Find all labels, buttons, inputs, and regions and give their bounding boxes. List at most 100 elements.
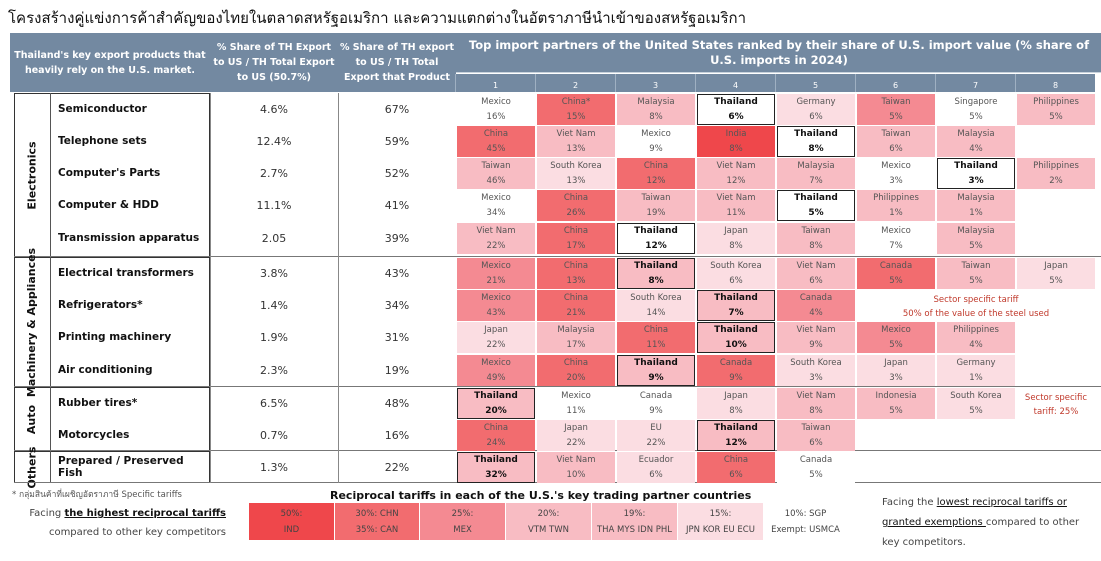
partner-cell: Taiwan 6% bbox=[857, 126, 935, 157]
rank-header-1: 1 bbox=[455, 74, 535, 92]
share-us-value: 0.7% bbox=[260, 428, 288, 442]
partner-name: Thailand bbox=[954, 160, 998, 171]
legend-rate: 20%: bbox=[537, 508, 560, 519]
partner-cell: Canada 5% bbox=[777, 452, 855, 483]
partner-cell: Japan 22% bbox=[537, 420, 615, 451]
partner-share: 6% bbox=[809, 437, 823, 448]
partner-cell: Thailand 10% bbox=[697, 322, 775, 353]
partner-cell: Philippines 4% bbox=[937, 322, 1015, 353]
legend-countries: Exempt: USMCA bbox=[771, 524, 840, 535]
partner-name: Japan bbox=[1044, 260, 1068, 271]
legend-swatch: 50%: IND bbox=[249, 503, 335, 540]
partner-cell: Japan 8% bbox=[697, 223, 775, 254]
legend-countries: 35%: CAN bbox=[355, 524, 399, 535]
partner-share: 7% bbox=[809, 175, 823, 186]
rank-header-7: 7 bbox=[935, 74, 1015, 92]
partner-share: 6% bbox=[809, 111, 823, 122]
share-us-value: 4.6% bbox=[260, 102, 288, 116]
rank-header-6: 6 bbox=[855, 74, 935, 92]
partner-cell: Taiwan 46% bbox=[457, 158, 535, 189]
partner-cell: Mexico 7% bbox=[857, 223, 935, 254]
partner-share: 49% bbox=[486, 372, 506, 383]
partner-share: 6% bbox=[809, 275, 823, 286]
product-label: Telephone sets bbox=[58, 135, 147, 147]
partner-share: 8% bbox=[649, 111, 663, 122]
partner-name: Viet Nam bbox=[796, 324, 836, 335]
group-divider bbox=[50, 451, 51, 483]
partner-cell: Mexico 43% bbox=[457, 290, 535, 321]
partner-share: 13% bbox=[566, 175, 586, 186]
partner-cell: Taiwan 8% bbox=[777, 223, 855, 254]
partner-name: Viet Nam bbox=[476, 225, 516, 236]
partner-name: Malaysia bbox=[637, 96, 675, 107]
product-label: Electrical transformers bbox=[58, 267, 194, 279]
partner-share: 43% bbox=[486, 307, 506, 318]
group-divider bbox=[50, 257, 51, 387]
partner-share: 24% bbox=[486, 437, 506, 448]
share-product-value: 16% bbox=[384, 428, 410, 442]
partner-share: 4% bbox=[809, 307, 823, 318]
column-rule bbox=[338, 93, 339, 483]
partner-cell: Canada 5% bbox=[857, 258, 935, 289]
partner-name: Philippines bbox=[1033, 96, 1079, 107]
partner-cell: China 13% bbox=[537, 258, 615, 289]
partner-share: 6% bbox=[728, 111, 744, 122]
partner-share: 12% bbox=[645, 240, 667, 251]
partner-name: China bbox=[643, 324, 669, 335]
partner-cell: Mexico 34% bbox=[457, 190, 535, 221]
partner-name: Canada bbox=[639, 390, 673, 401]
partner-name: Canada bbox=[719, 357, 753, 368]
partner-name: Indonesia bbox=[875, 390, 917, 401]
partner-cell: South Korea 6% bbox=[697, 258, 775, 289]
share-product-value: 41% bbox=[384, 198, 410, 212]
partner-share: 6% bbox=[729, 275, 743, 286]
legend-countries: IND bbox=[283, 524, 300, 535]
partner-share: 5% bbox=[809, 469, 823, 480]
partner-cell: Thailand 7% bbox=[697, 290, 775, 321]
partner-share: 1% bbox=[969, 372, 983, 383]
partner-share: 2% bbox=[1049, 175, 1063, 186]
partner-cell: Malaysia 1% bbox=[937, 190, 1015, 221]
partner-cell: Viet Nam 6% bbox=[777, 258, 855, 289]
group-divider bbox=[50, 387, 51, 451]
share-product-value: 31% bbox=[384, 330, 410, 344]
partner-name: Thailand bbox=[794, 128, 838, 139]
product-label: Semiconductor bbox=[58, 103, 147, 115]
legend-rate: 25%: bbox=[451, 508, 474, 519]
partner-name: Philippines bbox=[873, 192, 919, 203]
partner-cell: Mexico 16% bbox=[457, 94, 535, 125]
partner-cell: India 8% bbox=[697, 126, 775, 157]
partner-cell: China 11% bbox=[617, 322, 695, 353]
partner-name: Taiwan bbox=[641, 192, 671, 203]
partner-share: 5% bbox=[969, 275, 983, 286]
partner-name: Mexico bbox=[641, 128, 671, 139]
partner-name: Viet Nam bbox=[716, 160, 756, 171]
partner-name: China* bbox=[561, 96, 591, 107]
share-us-value: 12.4% bbox=[256, 134, 292, 148]
partner-share: 9% bbox=[649, 143, 663, 154]
partner-name: Taiwan bbox=[881, 128, 911, 139]
partner-share: 11% bbox=[646, 339, 666, 350]
partner-name: Thailand bbox=[794, 192, 838, 203]
partner-cell: South Korea 14% bbox=[617, 290, 695, 321]
partner-cell: Mexico 9% bbox=[617, 126, 695, 157]
partner-share: 34% bbox=[486, 207, 506, 218]
partner-share: 5% bbox=[1049, 111, 1063, 122]
partner-name: South Korea bbox=[950, 390, 1002, 401]
group-label-3: Others bbox=[14, 446, 50, 488]
partner-name: Thailand bbox=[714, 292, 758, 303]
partner-cell: China 6% bbox=[697, 452, 775, 483]
partner-name: Viet Nam bbox=[556, 128, 596, 139]
partner-share: 22% bbox=[646, 437, 666, 448]
partner-share: 10% bbox=[566, 469, 586, 480]
partner-cell: Mexico 49% bbox=[457, 355, 535, 386]
share-us-value: 11.1% bbox=[256, 198, 292, 212]
partner-share: 15% bbox=[566, 111, 586, 122]
partner-share: 9% bbox=[729, 372, 743, 383]
product-label: Motorcycles bbox=[58, 429, 130, 441]
partner-cell: China 17% bbox=[537, 223, 615, 254]
legend-rate: 30%: CHN bbox=[355, 508, 399, 519]
right-note-pre: Facing the bbox=[882, 497, 937, 508]
partner-name: Canada bbox=[799, 454, 833, 465]
partner-share: 9% bbox=[649, 405, 663, 416]
